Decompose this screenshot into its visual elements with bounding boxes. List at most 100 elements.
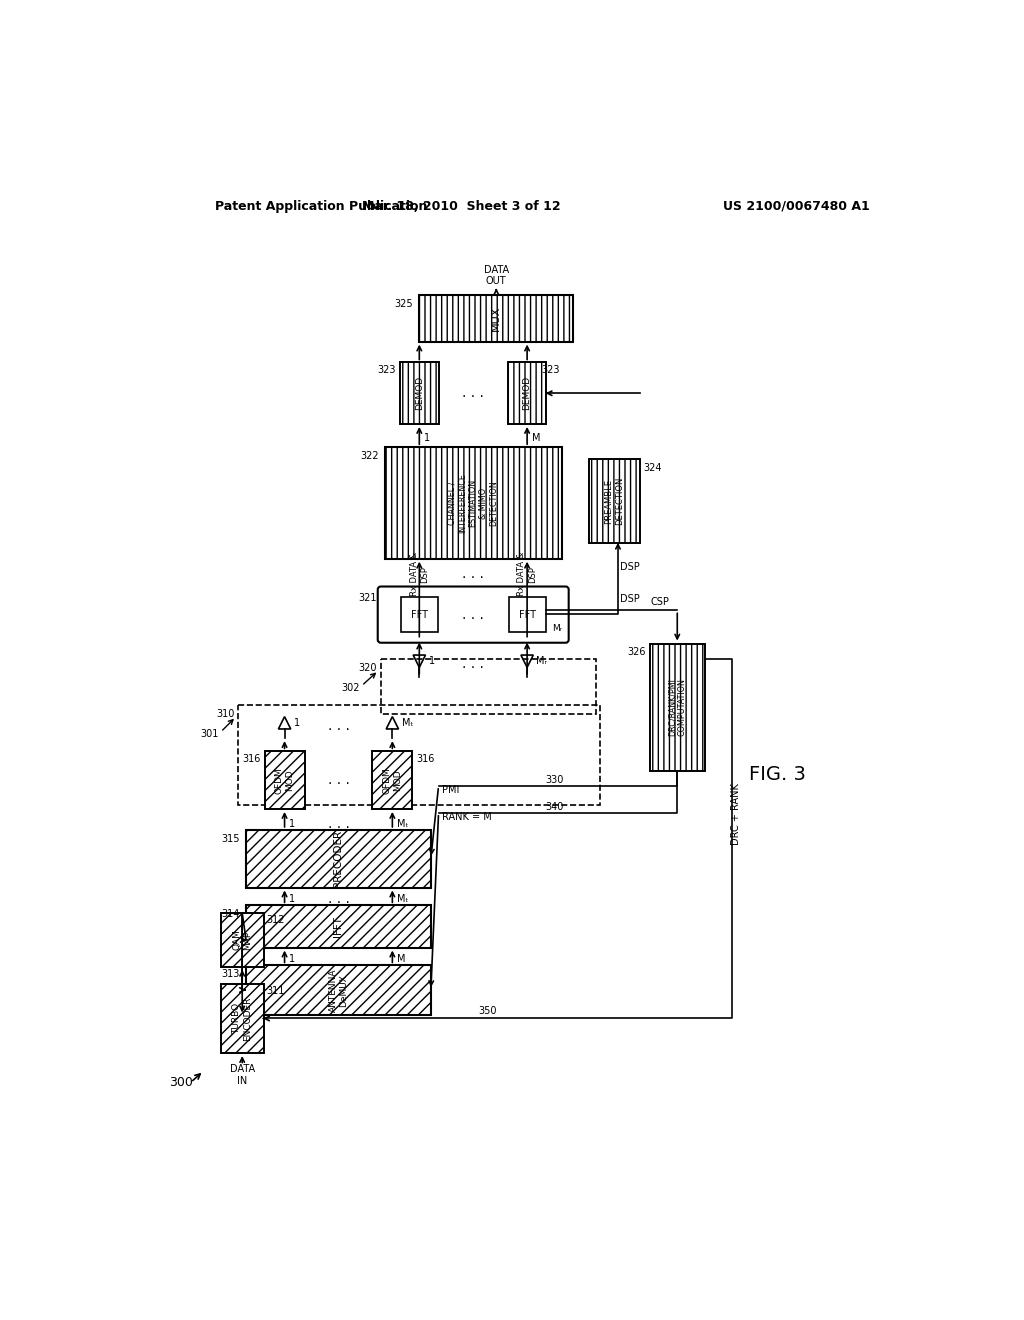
Bar bbox=[385, 447, 562, 558]
Text: Mₜ: Mₜ bbox=[401, 718, 413, 727]
Text: 340: 340 bbox=[545, 801, 563, 812]
Text: 326: 326 bbox=[627, 647, 646, 657]
Text: 1: 1 bbox=[289, 894, 295, 904]
Text: OFDM
MOD: OFDM MOD bbox=[274, 767, 294, 793]
Text: PMI: PMI bbox=[442, 785, 460, 795]
Text: 321: 321 bbox=[358, 594, 377, 603]
Bar bbox=[590, 459, 640, 544]
Text: PREAMBLE
DETECTION: PREAMBLE DETECTION bbox=[604, 477, 624, 525]
Bar bbox=[419, 296, 573, 342]
Bar bbox=[373, 751, 413, 809]
Text: . . .: . . . bbox=[328, 817, 349, 830]
Text: TURBO
ENCODER: TURBO ENCODER bbox=[232, 997, 252, 1040]
FancyBboxPatch shape bbox=[378, 586, 568, 643]
Text: 322: 322 bbox=[359, 451, 379, 461]
Bar bbox=[400, 363, 438, 424]
Text: Rx DATA &
DSP: Rx DATA & DSP bbox=[410, 552, 429, 597]
Text: 1: 1 bbox=[289, 818, 295, 829]
Text: 313: 313 bbox=[221, 969, 240, 979]
Bar bbox=[246, 965, 431, 1015]
Bar bbox=[400, 597, 438, 632]
Text: OFDM
MOD: OFDM MOD bbox=[383, 767, 402, 793]
Text: DRC/RANK/PMI
COMPUTATION: DRC/RANK/PMI COMPUTATION bbox=[668, 678, 687, 737]
Text: Mₜ: Mₜ bbox=[397, 818, 409, 829]
Text: 1: 1 bbox=[289, 954, 295, 964]
Text: DEMOD: DEMOD bbox=[415, 376, 424, 411]
Text: US 2100/0067480 A1: US 2100/0067480 A1 bbox=[723, 199, 869, 213]
Text: FFT: FFT bbox=[518, 610, 536, 619]
Bar bbox=[508, 363, 547, 424]
Bar bbox=[246, 965, 431, 1015]
Text: 324: 324 bbox=[643, 462, 662, 473]
Text: 320: 320 bbox=[358, 663, 377, 673]
Bar bbox=[400, 363, 438, 424]
Text: 300: 300 bbox=[169, 1076, 193, 1089]
Bar bbox=[373, 751, 413, 809]
Text: Mar. 18, 2010  Sheet 3 of 12: Mar. 18, 2010 Sheet 3 of 12 bbox=[362, 199, 561, 213]
Bar bbox=[239, 705, 600, 805]
Text: DATA
OUT: DATA OUT bbox=[483, 264, 509, 286]
Bar bbox=[221, 983, 264, 1053]
Bar bbox=[264, 751, 304, 809]
Bar bbox=[649, 644, 705, 771]
Text: FIG. 3: FIG. 3 bbox=[749, 764, 806, 784]
Bar bbox=[649, 644, 705, 771]
Text: 312: 312 bbox=[266, 915, 285, 925]
Bar bbox=[385, 447, 562, 558]
Text: 1: 1 bbox=[429, 656, 434, 667]
Text: 311: 311 bbox=[266, 986, 285, 997]
Bar bbox=[246, 830, 431, 887]
Text: 315: 315 bbox=[221, 834, 240, 843]
Text: . . .: . . . bbox=[328, 774, 349, 787]
Text: . . .: . . . bbox=[462, 387, 484, 400]
Text: . . .: . . . bbox=[462, 568, 484, 581]
Bar bbox=[221, 913, 264, 966]
Bar bbox=[221, 983, 264, 1053]
Text: Mᵣ: Mᵣ bbox=[552, 624, 562, 634]
Text: MUX: MUX bbox=[492, 306, 502, 331]
Text: Mᵣ: Mᵣ bbox=[537, 656, 548, 667]
Text: DEMOD: DEMOD bbox=[522, 376, 531, 411]
Text: 323: 323 bbox=[542, 364, 560, 375]
Bar bbox=[246, 906, 431, 948]
Text: FFT: FFT bbox=[411, 610, 428, 619]
Text: IFFT: IFFT bbox=[334, 916, 343, 937]
Text: DSP: DSP bbox=[621, 594, 640, 603]
Text: 1: 1 bbox=[294, 718, 300, 727]
Bar bbox=[508, 363, 547, 424]
Text: 314: 314 bbox=[221, 909, 240, 919]
Text: 301: 301 bbox=[201, 730, 219, 739]
Text: M: M bbox=[531, 433, 541, 444]
Text: Patent Application Publication: Patent Application Publication bbox=[215, 199, 428, 213]
Text: . . .: . . . bbox=[462, 607, 484, 622]
Text: DSP: DSP bbox=[621, 561, 640, 572]
Text: 316: 316 bbox=[416, 754, 434, 763]
Text: CSP: CSP bbox=[650, 597, 670, 607]
Text: 325: 325 bbox=[394, 300, 413, 309]
Text: Mₜ: Mₜ bbox=[397, 894, 409, 904]
Text: DATA
IN: DATA IN bbox=[229, 1064, 255, 1085]
Bar bbox=[264, 751, 304, 809]
Bar bbox=[246, 906, 431, 948]
Text: PRECODER: PRECODER bbox=[334, 830, 343, 887]
Text: 316: 316 bbox=[243, 754, 261, 763]
Text: DRC + RANK: DRC + RANK bbox=[731, 783, 740, 845]
Text: 302: 302 bbox=[342, 684, 360, 693]
Text: . . .: . . . bbox=[328, 719, 349, 733]
Text: 310: 310 bbox=[216, 709, 234, 719]
Text: 330: 330 bbox=[545, 775, 563, 785]
Text: M: M bbox=[397, 954, 406, 964]
Text: . . .: . . . bbox=[462, 657, 484, 672]
Bar bbox=[381, 659, 596, 714]
Text: CHANNEL /
INTERFERENCE
ESTIMATION
& MIMO
DETECTION: CHANNEL / INTERFERENCE ESTIMATION & MIMO… bbox=[447, 473, 499, 533]
Text: ANTENNA
DeMUX: ANTENNA DeMUX bbox=[329, 969, 348, 1012]
Text: 350: 350 bbox=[478, 1006, 497, 1016]
Bar bbox=[221, 913, 264, 966]
Bar bbox=[419, 296, 573, 342]
Bar bbox=[246, 830, 431, 887]
Text: Rx DATA &
DSP: Rx DATA & DSP bbox=[517, 552, 537, 597]
Text: 1: 1 bbox=[424, 433, 430, 444]
Text: 323: 323 bbox=[378, 364, 396, 375]
Bar bbox=[590, 459, 640, 544]
Bar bbox=[509, 597, 546, 632]
